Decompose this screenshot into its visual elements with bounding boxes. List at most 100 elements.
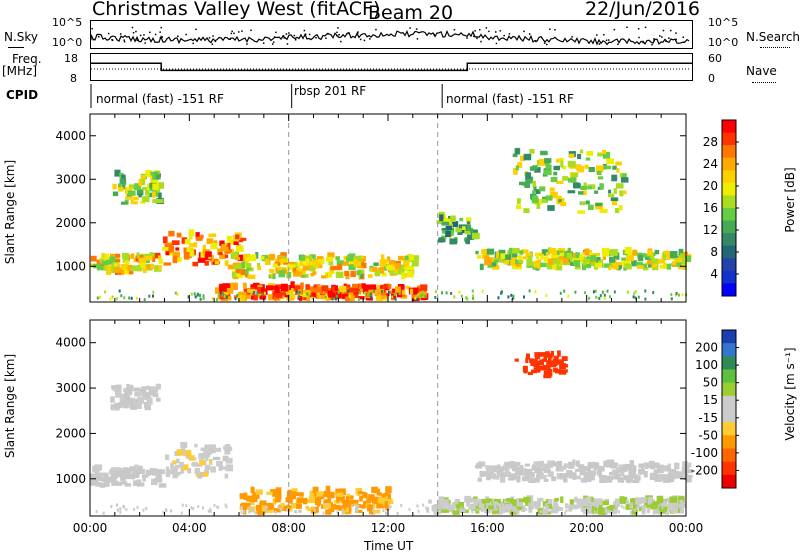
speckle-cell [637, 295, 640, 299]
echo-cell [598, 467, 603, 471]
echo-cell [175, 257, 182, 262]
echo-cell [142, 266, 147, 274]
echo-cell [101, 261, 109, 265]
echo-cell [146, 264, 154, 270]
nsearch-point [608, 39, 610, 41]
speckle-cell [505, 508, 508, 512]
nsearch-point [135, 30, 137, 33]
echo-cell [547, 460, 551, 466]
echo-cell [132, 196, 139, 201]
colorbar-band [722, 409, 736, 423]
echo-cell [534, 352, 540, 358]
echo-cell [185, 455, 190, 459]
echo-cell [575, 498, 582, 503]
echo-cell [222, 291, 229, 296]
echo-cell [321, 275, 326, 279]
echo-cell [540, 198, 548, 204]
echo-cell [349, 261, 356, 266]
colorbar-band [722, 170, 736, 184]
nsky-frame [90, 20, 693, 49]
speckle-cell [325, 293, 328, 297]
speckle-cell [644, 289, 647, 293]
echo-cell [504, 469, 509, 475]
echo-cell [504, 259, 510, 265]
echo-cell [592, 253, 600, 257]
y-tick-label: 2000 [55, 216, 86, 230]
colorbar-band [722, 145, 736, 159]
speckle-cell [601, 290, 604, 294]
speckle-cell [676, 505, 679, 509]
echo-cell [200, 234, 204, 239]
echo-cell [611, 199, 617, 206]
speckle-cell [298, 290, 301, 294]
colorbar-band [722, 182, 736, 196]
echo-cell [296, 497, 304, 503]
nsearch-point [159, 37, 162, 39]
speckle-cell [211, 296, 214, 300]
echo-cell [269, 268, 275, 273]
echo-cell [363, 501, 371, 509]
echo-cell [130, 405, 137, 410]
speckle-cell [421, 293, 424, 297]
speckle-cell [483, 507, 486, 511]
speckle-cell [111, 295, 114, 299]
echo-cell [243, 492, 247, 499]
echo-cell [662, 475, 669, 481]
speckle-cell [202, 506, 204, 510]
echo-cell [312, 261, 321, 268]
echo-cell [521, 476, 530, 482]
cpid-segment-2: rbsp 201 RF [294, 84, 367, 98]
echo-cell [546, 360, 554, 368]
echo-cell [330, 265, 339, 271]
nsearch-point [131, 26, 134, 29]
echo-cell [510, 260, 515, 266]
echo-cell [549, 248, 557, 254]
echo-cell [413, 287, 419, 295]
nsearch-legend-line [760, 47, 790, 48]
colorbar-tick-label: -100 [691, 446, 718, 460]
echo-cell [667, 473, 673, 479]
echo-cell [558, 199, 562, 203]
echo-cell [568, 153, 575, 158]
echo-cell [321, 285, 329, 292]
echo-cell [398, 289, 405, 296]
nsearch-point [327, 32, 329, 35]
power-ylabel: Slant Range [km] [3, 159, 17, 265]
nsearch-point [474, 30, 476, 32]
echo-cell [358, 504, 366, 508]
nsearch-point [143, 34, 145, 36]
echo-cell [482, 252, 487, 259]
speckle-cell [678, 293, 680, 297]
echo-cell [252, 492, 260, 499]
echo-cell [235, 268, 241, 274]
echo-cell [153, 478, 157, 484]
echo-cell [368, 504, 373, 510]
nsearch-point [272, 41, 275, 43]
echo-cell [510, 510, 517, 515]
nsearch-point [466, 37, 468, 39]
echo-cell [189, 243, 198, 248]
echo-cell [648, 460, 655, 467]
echo-cell [278, 266, 282, 271]
echo-cell [559, 157, 564, 162]
echo-cell [519, 498, 526, 502]
echo-cell [379, 259, 386, 267]
echo-cell [129, 385, 134, 392]
speckle-cell [545, 505, 547, 509]
speckle-cell [657, 504, 660, 508]
echo-cell [348, 500, 354, 507]
speckle-cell [192, 507, 195, 511]
echo-cell [272, 285, 279, 290]
echo-cell [584, 164, 589, 169]
nsearch-point [495, 42, 498, 45]
echo-cell [665, 511, 669, 515]
speckle-cell [503, 505, 506, 509]
echo-cell [534, 167, 541, 173]
echo-cell [454, 499, 461, 505]
speckle-cell [588, 296, 591, 300]
echo-cell [609, 258, 616, 263]
echo-cell [559, 252, 567, 259]
echo-cell [621, 257, 627, 261]
echo-cell [165, 454, 170, 460]
echo-cell [551, 476, 557, 482]
